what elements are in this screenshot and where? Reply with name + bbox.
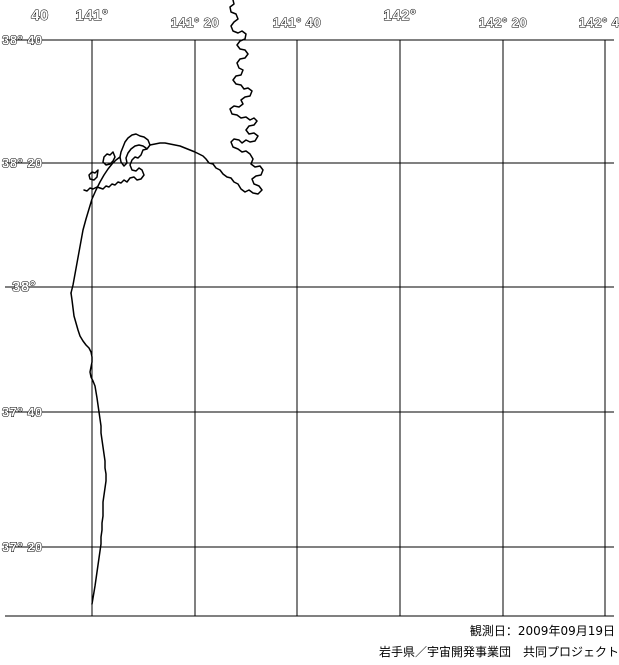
lon-tick-label-141: 141° bbox=[75, 7, 109, 24]
lon-tick-label-141-20: 141° 20 bbox=[170, 15, 220, 30]
lat-tick-label-38-40: 38° 40 bbox=[2, 32, 43, 48]
coastline-islet-a bbox=[102, 151, 116, 166]
project-credit: 岩手県／宇宙開発事業団 共同プロジェクト bbox=[378, 645, 619, 659]
coastline-south bbox=[70, 292, 107, 605]
coastline bbox=[70, 0, 264, 605]
lon-tick-label-142: 142° bbox=[383, 7, 417, 24]
grid-lines bbox=[5, 39, 614, 617]
lat-tick-label-38-20: 38° 20 bbox=[2, 155, 43, 171]
lon-tick-label-142-20: 142° 20 bbox=[478, 15, 528, 30]
coastline-sweep bbox=[70, 156, 121, 294]
lat-tick-label-37-20: 37° 20 bbox=[2, 539, 43, 555]
lat-tick-label-38: 38° bbox=[11, 278, 37, 296]
observation-date: 観測日：2009年09月19日 bbox=[469, 624, 615, 638]
credits-block: 観測日：2009年09月19日 岩手県／宇宙開発事業団 共同プロジェクト bbox=[379, 621, 619, 663]
lat-tick-label-37-40: 37° 40 bbox=[2, 404, 43, 420]
lon-tick-label-142-40: 142° 40 bbox=[578, 15, 619, 30]
coastline-islet-b bbox=[88, 169, 99, 181]
coastline-bay-detail bbox=[99, 144, 151, 190]
lon-tick-label-140-40: 40 bbox=[31, 7, 49, 24]
coastline-north bbox=[149, 0, 264, 195]
lon-tick-label-141-40: 141° 40 bbox=[272, 15, 322, 30]
